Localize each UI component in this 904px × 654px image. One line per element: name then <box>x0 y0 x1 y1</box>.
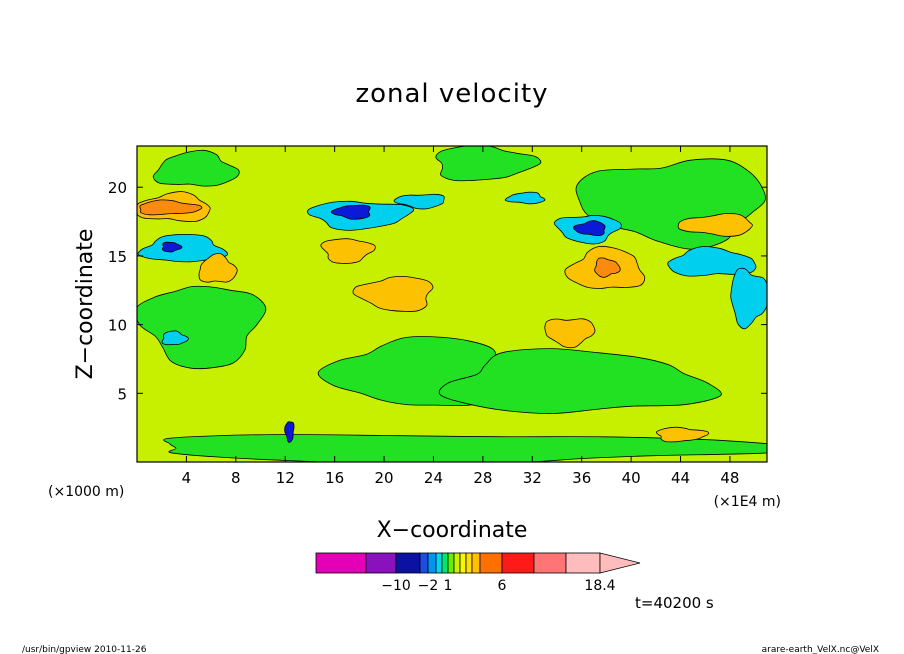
x-tick-label: 32 <box>523 469 542 487</box>
x-tick-label: 8 <box>231 469 241 487</box>
y-axis-label: Z−coordinate <box>73 229 98 380</box>
contour-region-neg <box>730 267 767 330</box>
x-tick-label: 36 <box>572 469 591 487</box>
colorbar-label: −10 <box>381 578 411 594</box>
colorbar-swatch <box>365 552 397 574</box>
x-tick-label: 20 <box>375 469 394 487</box>
contour-region-low <box>163 434 767 462</box>
contour-region-neg_strong <box>284 421 295 443</box>
y-tick-label: 5 <box>117 385 127 403</box>
colorbar-label: −2 <box>418 578 439 594</box>
contour-region-neg_strong <box>161 241 183 253</box>
contour-region-pos_strong <box>139 199 203 216</box>
contour-region-pos <box>544 318 596 349</box>
contour-region-pos <box>677 213 753 237</box>
colorbar-label: 6 <box>498 578 507 594</box>
x-tick-label: 44 <box>671 469 690 487</box>
colorbar-swatch <box>447 552 455 574</box>
y-tick-label: 15 <box>108 248 127 266</box>
contour-region-pos <box>320 238 376 264</box>
x-tick-label: 12 <box>276 469 295 487</box>
y-tick-label: 10 <box>108 317 127 335</box>
time-label: t=40200 s <box>635 594 714 612</box>
colorbar-swatch <box>441 552 449 574</box>
colorbar-label: 18.4 <box>584 578 615 594</box>
contour-region-pos_strong <box>594 257 621 278</box>
colorbar-swatch <box>459 552 467 574</box>
contour-region-neg <box>667 246 757 277</box>
x-tick-label: 24 <box>424 469 443 487</box>
x-tick-label: 48 <box>720 469 739 487</box>
contour-region-low <box>152 149 240 187</box>
contour-fills <box>137 146 767 462</box>
footer-left: /usr/bin/gpview 2010-11-26 <box>22 645 147 654</box>
x-tick-label: 16 <box>325 469 344 487</box>
colorbar-label: 1 <box>444 578 453 594</box>
contour-region-neg <box>137 233 229 263</box>
contour-region-neg <box>393 193 445 210</box>
contour-region-pos <box>198 253 238 283</box>
colorbar-swatch <box>453 552 461 574</box>
contour-region-neg_strong <box>330 204 371 220</box>
contour-region-neg <box>504 191 546 205</box>
colorbar: −10 −2 1 6 18.4 <box>315 552 641 594</box>
colorbar-swatch <box>427 552 437 574</box>
contour-region-neg <box>161 330 189 346</box>
contour-region-low <box>438 348 722 414</box>
plot-area <box>137 146 767 462</box>
colorbar-swatch <box>565 552 601 574</box>
colorbar-swatch <box>395 552 421 574</box>
colorbar-swatch <box>501 552 535 574</box>
chart-title: zonal velocity <box>355 79 548 109</box>
colorbar-swatch <box>479 552 503 574</box>
x-axis-label: X−coordinate <box>377 518 528 543</box>
contour-region-neg_strong <box>573 220 606 237</box>
contour-region-pos <box>352 275 434 312</box>
colorbar-swatch <box>315 552 367 574</box>
colorbar-swatch <box>471 552 481 574</box>
footer-right: arare-earth_VelX.nc@VelX <box>762 645 879 654</box>
colorbar-extension <box>599 552 641 574</box>
colorbar-swatch <box>465 552 473 574</box>
plot-frame <box>136 145 768 463</box>
colorbar-swatch <box>533 552 567 574</box>
colorbar-swatch <box>435 552 443 574</box>
x-unit-label: (×1E4 m) <box>714 494 781 510</box>
x-tick-label: 40 <box>622 469 641 487</box>
y-unit-label: (×1000 m) <box>48 484 124 500</box>
x-tick-label: 4 <box>182 469 192 487</box>
colorbar-swatch <box>419 552 429 574</box>
contour-region-low <box>435 146 542 182</box>
y-tick-label: 20 <box>108 179 127 197</box>
contour-region-pos <box>655 426 709 443</box>
x-tick-label: 28 <box>473 469 492 487</box>
